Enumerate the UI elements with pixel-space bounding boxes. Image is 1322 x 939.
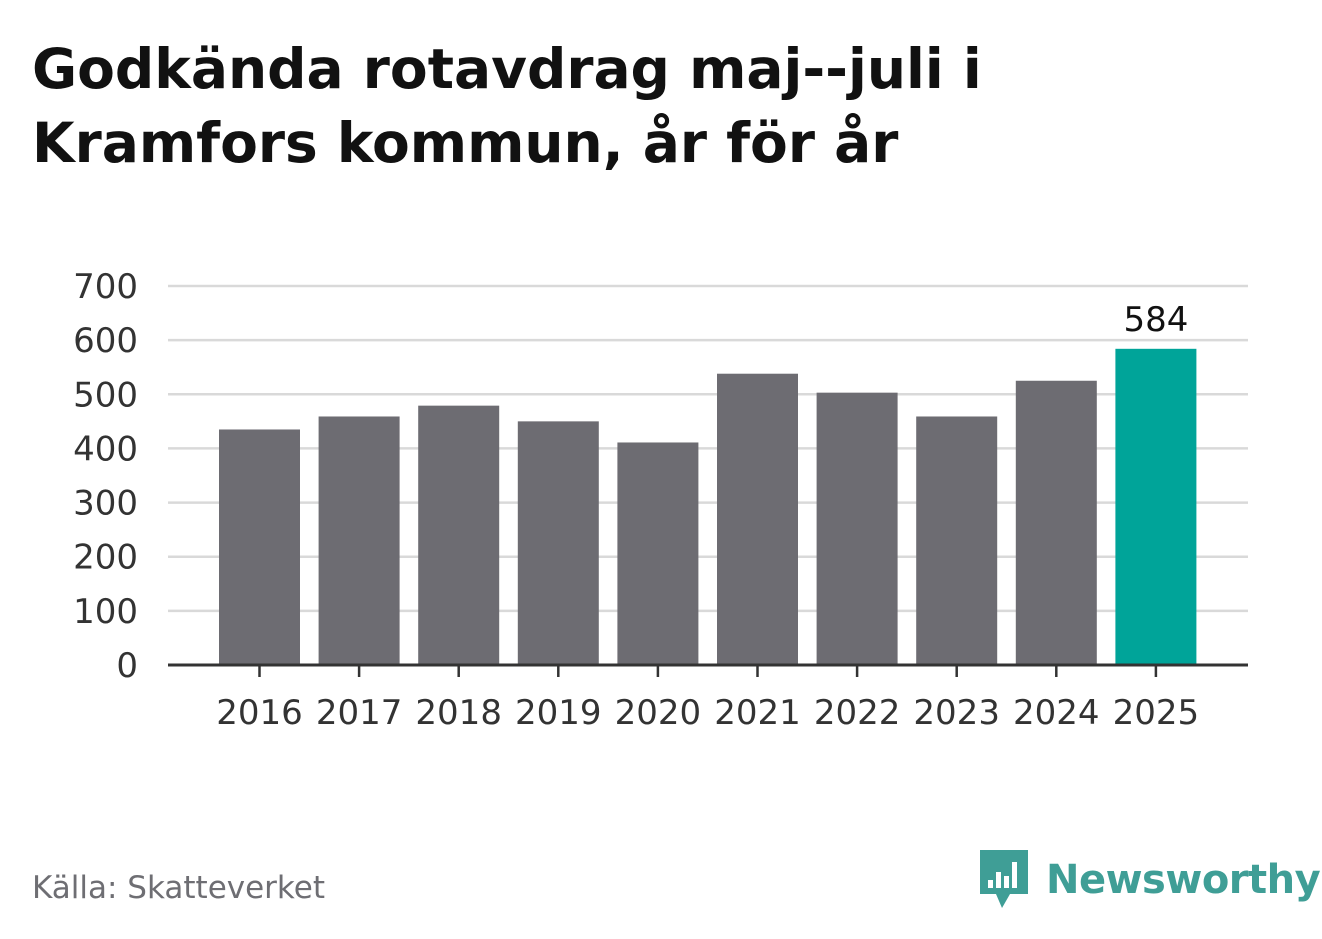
bar-2017 bbox=[318, 416, 400, 665]
y-tick-label: 700 bbox=[73, 267, 138, 307]
page-title: Godkända rotavdrag maj--juli i Kramfors … bbox=[32, 37, 982, 175]
x-tick-label: 2020 bbox=[615, 693, 702, 733]
bar-2025 bbox=[1115, 348, 1197, 665]
x-tick-label: 2017 bbox=[316, 693, 403, 733]
bar-2022 bbox=[816, 392, 898, 665]
bar-2020 bbox=[617, 442, 699, 665]
bar-2021 bbox=[717, 373, 798, 665]
y-tick-label: 400 bbox=[73, 429, 138, 469]
bar-2024 bbox=[1015, 380, 1097, 665]
y-tick-label: 600 bbox=[73, 321, 138, 361]
x-tick-label: 2018 bbox=[415, 693, 502, 733]
x-tick-label: 2022 bbox=[814, 693, 901, 733]
bar-2023 bbox=[916, 416, 998, 665]
y-tick-label: 500 bbox=[73, 375, 138, 415]
y-tick-label: 300 bbox=[73, 484, 138, 524]
brand-logo: Newsworthy bbox=[980, 850, 1321, 910]
x-tick-label: 2021 bbox=[714, 693, 801, 733]
x-tick-label: 2024 bbox=[1013, 693, 1100, 733]
x-tick-label: 2019 bbox=[515, 693, 602, 733]
x-tick-label: 2023 bbox=[913, 693, 1000, 733]
y-tick-label: 100 bbox=[73, 592, 138, 632]
x-tick-label: 2025 bbox=[1113, 693, 1200, 733]
newsworthy-logo-icon bbox=[980, 850, 1028, 908]
data-label: 584 bbox=[1123, 300, 1188, 340]
bar-2019 bbox=[517, 421, 599, 665]
x-tick-label: 2016 bbox=[216, 693, 303, 733]
bar-2018 bbox=[418, 405, 500, 665]
y-tick-label: 0 bbox=[116, 646, 138, 686]
brand-name: Newsworthy bbox=[1046, 857, 1321, 903]
source-note: Källa: Skatteverket bbox=[32, 870, 326, 906]
y-tick-label: 200 bbox=[73, 538, 138, 578]
bar-2016 bbox=[219, 429, 300, 665]
